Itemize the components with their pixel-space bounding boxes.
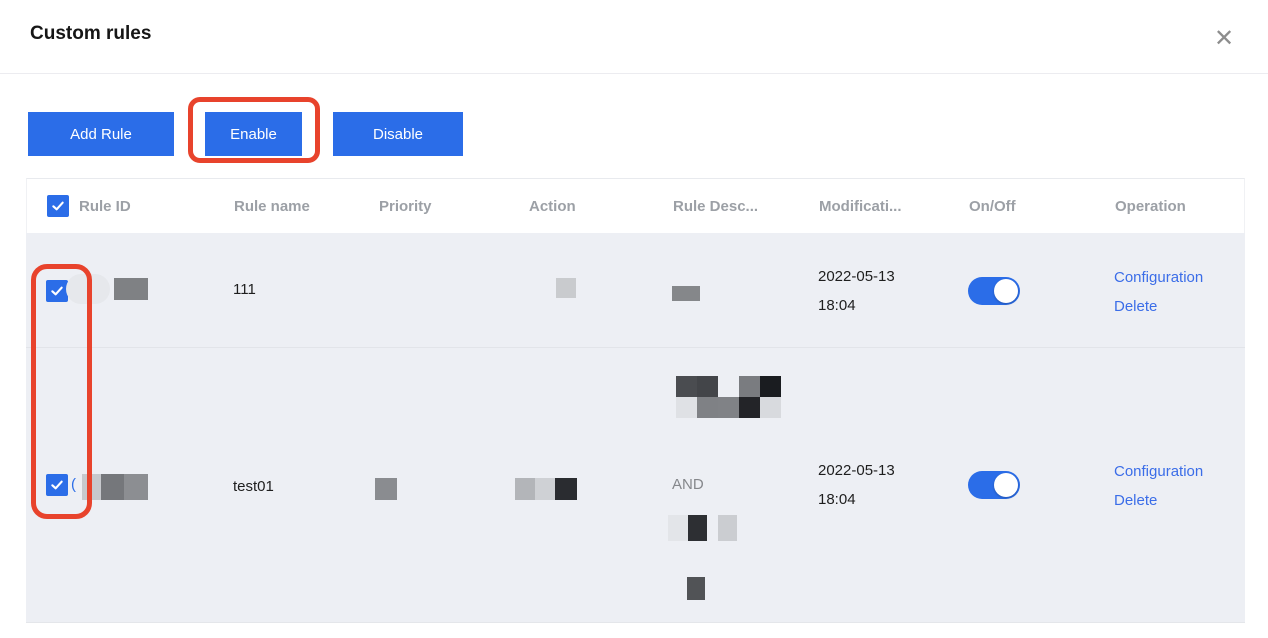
redacted-rule-id-block [101,474,124,500]
redacted-desc-block [718,397,739,418]
redacted-desc-block [676,376,697,397]
column-header-rule-desc: Rule Desc... [673,198,759,215]
page-title: Custom rules [30,23,152,44]
table-header-row: Rule ID Rule name Priority Action Rule D… [26,178,1245,233]
rule-name-cell: test01 [233,478,274,495]
redacted-desc-block [697,376,718,397]
redacted-action-block [535,478,555,500]
disable-button[interactable]: Disable [333,112,463,156]
redacted-action-block [556,278,576,298]
checkmark-icon [51,286,63,296]
column-header-rule-name: Rule name [234,198,310,215]
redacted-rule-desc: to1 [672,286,704,308]
rule-name-cell: 111 [233,281,256,298]
configuration-link[interactable]: Configuration [1114,463,1204,480]
redacted-desc-block [739,376,760,397]
redacted-rule-id-block [82,474,101,500]
redacted-desc-block [676,397,697,418]
modification-time: 18:04 [818,491,856,508]
redacted-desc-block [697,397,718,418]
redacted-action-block [515,478,535,500]
on-off-toggle[interactable] [968,277,1020,305]
redacted-desc-block [739,397,760,418]
rule-desc-operator: AND [672,476,704,493]
modification-time: 18:04 [818,297,856,314]
configuration-link[interactable]: Configuration [1114,269,1204,286]
modification-date: 2022-05-13 [818,462,895,479]
on-off-toggle[interactable] [968,471,1020,499]
table-row: 111 to1 2022-05-13 18:04 Configuration D… [26,233,1245,347]
column-header-rule-id: Rule ID [79,198,131,215]
redacted-rule-id-fragment: ( [71,476,76,493]
enable-button[interactable]: Enable [205,112,302,156]
toggle-knob [994,473,1018,497]
row-checkbox[interactable] [46,280,68,302]
delete-link[interactable]: Delete [1114,298,1158,315]
table-row: ( test01 AND [26,347,1245,623]
redacted-rule-id-block [124,474,148,500]
modification-date: 2022-05-13 [818,268,895,285]
column-header-on-off: On/Off [969,198,1016,215]
column-header-priority: Priority [379,198,432,215]
redacted-rule-id-block [66,274,110,304]
redacted-priority-block [375,478,397,500]
add-rule-button[interactable]: Add Rule [28,112,174,156]
checkmark-icon [51,480,63,490]
delete-link[interactable]: Delete [1114,492,1158,509]
header-divider [0,73,1268,74]
redacted-desc-block [760,397,781,418]
redacted-desc-block [760,376,781,397]
redacted-rule-id-block [114,278,148,300]
redacted-action-block [555,478,577,500]
redacted-desc-block [668,515,688,541]
checkmark-icon [52,201,64,211]
redacted-desc-block [688,515,707,541]
close-icon[interactable]: ✕ [1213,24,1235,52]
row-checkbox[interactable] [46,474,68,496]
redacted-desc-block [718,515,737,541]
redacted-desc-block [687,577,705,600]
column-header-action: Action [529,198,576,215]
rules-table: Rule ID Rule name Priority Action Rule D… [26,178,1245,623]
toggle-knob [994,279,1018,303]
column-header-operation: Operation [1115,198,1186,215]
column-header-modification: Modificati... [819,198,902,215]
select-all-checkbox[interactable] [47,195,69,217]
